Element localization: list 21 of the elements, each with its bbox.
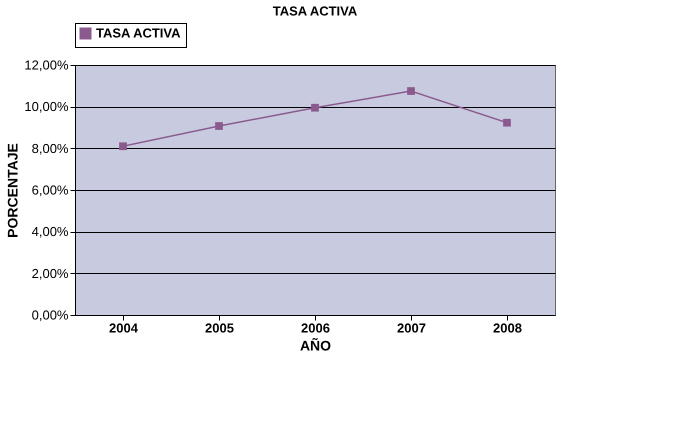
x-tick-label: 2008 [493,320,522,336]
point [311,104,319,112]
y-tick-label: 10,00% [24,99,69,114]
x-axis-title: AÑO [300,338,332,354]
point [407,87,415,95]
x-tick-label: 2006 [301,320,330,336]
y-tick-label: 6,00% [32,182,69,198]
y-tick-label: 12,00% [24,58,69,72]
x-tick-label: 2005 [205,320,234,336]
point [503,118,511,127]
y-tick-label: 8,00% [32,140,69,156]
point [119,142,127,150]
y-tick-label: 0,00% [32,308,69,322]
y-tick-label: 2,00% [32,266,69,281]
chart-title: TASA ACTIVA [272,4,358,18]
point [215,122,223,130]
y-tick-label: 4,00% [32,224,69,240]
y-axis-title: PORCENTAJE [4,143,20,238]
legend-label: TASA ACTIVA [96,26,182,40]
x-tick-label: 2007 [397,320,426,336]
x-tick-label: 2004 [109,320,139,336]
